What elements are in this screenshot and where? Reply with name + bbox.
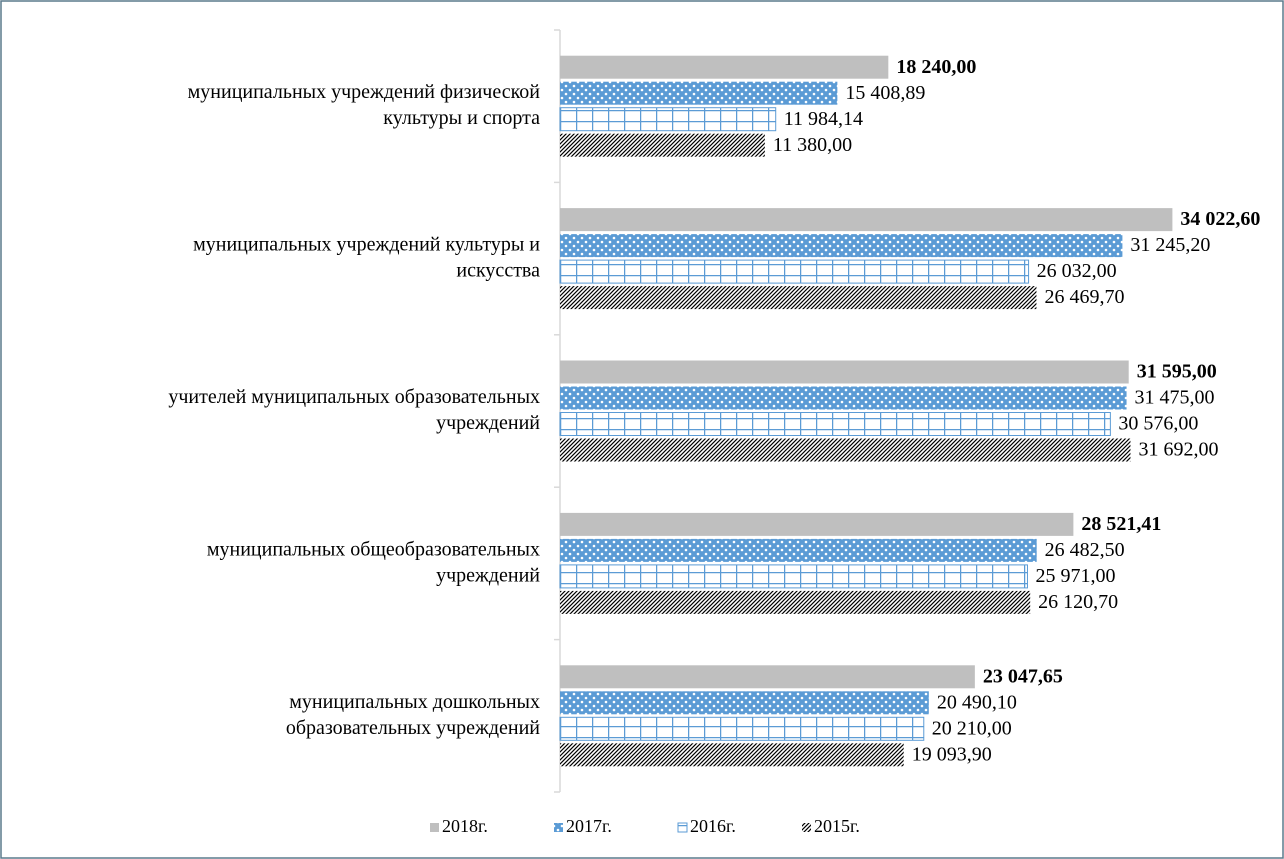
value-label: 26 032,00 — [1037, 260, 1117, 282]
value-label: 26 120,70 — [1038, 591, 1118, 613]
category-label: муниципальных дошкольных образовательных … — [286, 690, 540, 738]
value-label: 15 408,89 — [845, 82, 925, 104]
legend-swatch — [430, 823, 439, 832]
legend-swatch — [554, 823, 563, 832]
bar — [560, 234, 1123, 258]
bar — [560, 590, 1031, 614]
value-label: 19 093,90 — [912, 743, 992, 765]
bar — [559, 259, 1030, 284]
legend-label: 2015г. — [814, 816, 860, 836]
bar — [559, 564, 1028, 589]
bar — [560, 133, 765, 157]
bar — [560, 386, 1127, 410]
value-label: 20 490,10 — [937, 691, 1017, 713]
legend-label: 2016г. — [690, 816, 736, 836]
value-label: 31 475,00 — [1135, 387, 1215, 409]
bar — [559, 107, 777, 132]
legend-label: 2017г. — [566, 816, 612, 836]
bar — [560, 665, 975, 689]
category-label: учителей муниципальных образовательных уч… — [168, 386, 540, 434]
bar — [560, 208, 1173, 232]
bar — [560, 691, 929, 715]
value-label: 31 245,20 — [1130, 234, 1210, 256]
value-label: 30 576,00 — [1118, 413, 1198, 435]
value-label: 20 210,00 — [932, 717, 1012, 739]
value-label: 11 380,00 — [773, 134, 852, 156]
bar — [560, 360, 1129, 384]
value-label: 23 047,65 — [983, 665, 1063, 687]
legend-swatch — [677, 822, 688, 833]
value-label: 26 469,70 — [1044, 286, 1124, 308]
bar — [560, 438, 1131, 462]
bar — [559, 716, 925, 741]
value-label: 25 971,00 — [1035, 565, 1115, 587]
bar — [560, 538, 1037, 562]
bar — [560, 512, 1074, 536]
value-label: 26 482,50 — [1045, 539, 1125, 561]
value-label: 31 595,00 — [1137, 361, 1217, 383]
value-label: 34 022,60 — [1180, 208, 1260, 230]
bar — [560, 55, 889, 79]
category-label: муниципальных общеобразовательных учрежде… — [207, 538, 540, 586]
value-label: 18 240,00 — [896, 56, 976, 78]
category-label: муниципальных учреждений культуры и искус… — [193, 233, 540, 281]
bar — [560, 286, 1037, 310]
bar — [560, 81, 838, 105]
legend-label: 2018г. — [442, 816, 488, 836]
value-label: 28 521,41 — [1081, 513, 1161, 535]
bar — [559, 412, 1111, 436]
category-label: муниципальных учреждений физической культ… — [188, 81, 541, 129]
value-label: 11 984,14 — [784, 108, 863, 130]
value-label: 31 692,00 — [1138, 439, 1218, 461]
legend-swatch — [802, 823, 811, 832]
bar — [560, 743, 904, 767]
